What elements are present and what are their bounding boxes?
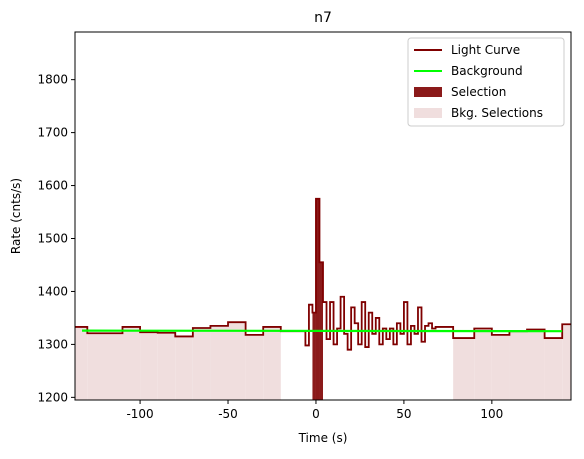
y-axis-label: Rate (cnts/s): [9, 178, 23, 254]
bkg-selection-part: [122, 326, 141, 400]
selection: [312, 198, 323, 400]
bkg-selection-part: [210, 325, 229, 400]
legend-label: Selection: [451, 85, 506, 99]
bkg-selection: [75, 322, 281, 400]
bkg-selection-part: [192, 327, 211, 400]
bkg-selection-part: [245, 334, 264, 400]
selection-part: [312, 312, 316, 400]
y-tick-label: 1200: [37, 390, 68, 404]
x-tick-label: 100: [480, 407, 503, 421]
bkg-selection-part: [544, 338, 563, 400]
bkg-selection-part: [491, 334, 510, 400]
y-tick-label: 1800: [37, 73, 68, 87]
y-tick-label: 1400: [37, 284, 68, 298]
legend-swatch: [414, 108, 442, 118]
selection-part: [315, 198, 320, 400]
legend: Light Curve Background Selection Bkg. Selec…: [407, 37, 565, 127]
x-tick-label: -100: [126, 407, 153, 421]
x-tick-label: 50: [396, 407, 411, 421]
plot-frame: [74, 31, 572, 401]
bkg-selection-part: [87, 333, 123, 400]
x-tick-label: 0: [312, 407, 320, 421]
x-tick-label: -50: [218, 407, 238, 421]
x-axis-label: Time (s): [298, 431, 348, 445]
bkg-selection-part: [527, 329, 545, 400]
bkg-selection-part: [140, 332, 158, 400]
y-tick-label: 1700: [37, 126, 68, 140]
bkg-selection-part: [175, 336, 193, 400]
bkg-selection-part: [263, 326, 281, 400]
bkg-selection-part: [453, 338, 475, 400]
chart-title: n7: [314, 10, 332, 26]
background-line: [82, 329, 563, 333]
legend-label: Background: [451, 64, 523, 78]
legend-label: Bkg. Selections: [451, 106, 543, 120]
bkg-selection-part: [474, 328, 492, 400]
bkg-selection-part: [509, 331, 528, 400]
bkg-selection-part: [562, 324, 571, 400]
legend-label: Light Curve: [451, 43, 520, 57]
legend-frame: [407, 37, 565, 127]
bkg-selection-part: [157, 332, 176, 400]
legend-swatch: [414, 87, 442, 97]
light-curve: [75, 197, 571, 351]
bkg-selection-part: [75, 326, 88, 400]
bkg-selection: [453, 324, 571, 400]
y-tick-label: 1600: [37, 179, 68, 193]
y-tick-label: 1500: [37, 232, 68, 246]
bkg-selection-part: [228, 322, 246, 400]
y-tick-label: 1300: [37, 337, 68, 351]
